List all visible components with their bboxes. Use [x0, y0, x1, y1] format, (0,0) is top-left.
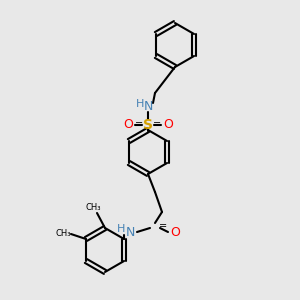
Text: =: =: [135, 119, 143, 129]
Text: H: H: [136, 99, 144, 109]
Text: CH₃: CH₃: [85, 203, 101, 212]
Text: N: N: [143, 100, 153, 113]
Text: =: =: [153, 119, 161, 129]
Text: =: =: [159, 221, 167, 231]
Text: S: S: [143, 118, 153, 132]
Text: N: N: [125, 226, 135, 238]
Text: H: H: [117, 224, 125, 234]
Text: O: O: [123, 118, 133, 131]
Text: O: O: [170, 226, 180, 238]
Text: O: O: [163, 118, 173, 131]
Text: CH₃: CH₃: [55, 230, 71, 238]
